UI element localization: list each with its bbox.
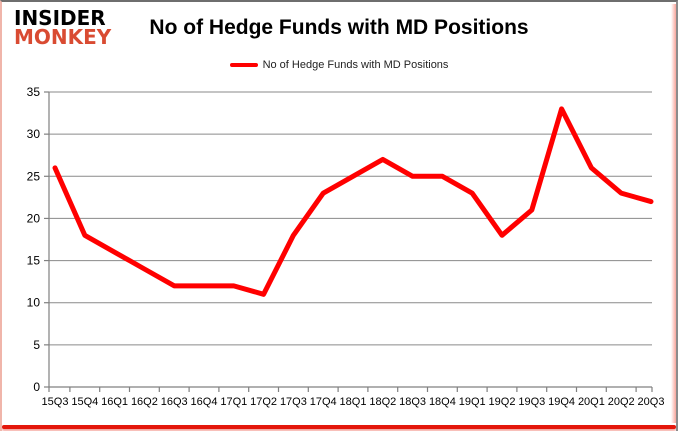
logo-text-insider: INSIDER [14, 6, 106, 30]
x-tick-label: 18Q4 [429, 396, 456, 408]
x-tick-label: 20Q1 [578, 396, 605, 408]
x-tick-label: 19Q4 [548, 396, 575, 408]
y-tick-label: 20 [27, 211, 41, 225]
legend-label: No of Hedge Funds with MD Positions [262, 59, 449, 71]
x-tick-label: 17Q3 [280, 396, 307, 408]
x-tick-label: 16Q2 [131, 396, 158, 408]
right-edge-glow [671, 4, 676, 423]
logo-text-monkey: MONKEY [14, 25, 112, 49]
x-tick-label: 19Q3 [518, 396, 545, 408]
chart-legend: No of Hedge Funds with MD Positions [2, 59, 676, 71]
x-tick-label: 17Q2 [250, 396, 277, 408]
x-tick-label: 18Q3 [399, 396, 426, 408]
x-tick-label: 17Q1 [220, 396, 247, 408]
y-tick-label: 25 [27, 169, 41, 183]
y-tick-label: 0 [33, 380, 40, 394]
x-tick-label: 18Q2 [369, 396, 396, 408]
x-tick-label: 19Q2 [489, 396, 516, 408]
y-tick-label: 5 [33, 338, 40, 352]
insider-monkey-logo: INSIDER MONKEY [14, 6, 112, 49]
y-tick-label: 10 [27, 296, 41, 310]
y-tick-label: 15 [27, 254, 41, 268]
chart-title: No of Hedge Funds with MD Positions [149, 16, 529, 39]
x-tick-label: 16Q4 [191, 396, 218, 408]
x-tick-label: 16Q3 [161, 396, 188, 408]
x-tick-label: 19Q1 [459, 396, 486, 408]
x-tick-label: 20Q2 [608, 396, 635, 408]
x-tick-label: 17Q4 [310, 396, 337, 408]
x-tick-label: 15Q4 [71, 396, 98, 408]
x-tick-label: 15Q3 [42, 396, 69, 408]
x-tick-label: 18Q1 [340, 396, 367, 408]
legend-line-marker [229, 63, 258, 67]
bottom-red-border [2, 425, 676, 429]
x-tick-label: 20Q3 [638, 396, 665, 408]
y-tick-label: 35 [27, 85, 41, 99]
x-tick-label: 16Q1 [101, 396, 128, 408]
y-tick-label: 30 [27, 127, 41, 141]
data-line-series [52, 106, 654, 297]
